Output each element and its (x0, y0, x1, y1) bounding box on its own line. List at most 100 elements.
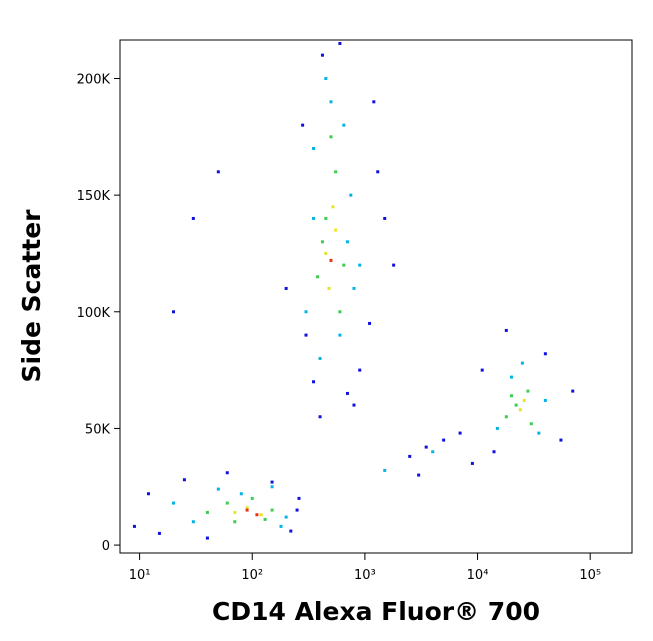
point (520, 361, 524, 365)
point (342, 123, 346, 127)
x-tick-label: 10⁵ (579, 568, 601, 583)
x-tick-label: 10³ (354, 568, 376, 583)
point (312, 216, 316, 220)
point (392, 263, 396, 267)
point (250, 496, 254, 500)
point (349, 193, 353, 197)
point (345, 240, 349, 244)
point (157, 531, 161, 535)
point (529, 422, 533, 426)
point (255, 513, 259, 517)
point (205, 510, 209, 514)
point (301, 123, 305, 127)
x-tick-label: 10¹ (129, 568, 151, 583)
point (514, 403, 518, 407)
point (383, 468, 387, 472)
point (342, 263, 346, 267)
point (338, 310, 342, 314)
point (331, 205, 335, 209)
point (320, 53, 324, 57)
point (318, 356, 322, 360)
point (263, 517, 267, 521)
point (245, 506, 249, 510)
point (408, 454, 412, 458)
point (304, 310, 308, 314)
point (522, 398, 526, 402)
y-tick-label: 50K (85, 422, 111, 437)
point (571, 389, 575, 393)
point (172, 310, 176, 314)
point (284, 515, 288, 519)
point (233, 520, 237, 524)
plot-frame (119, 39, 633, 554)
point (458, 431, 462, 435)
y-tick-label: 200K (77, 72, 111, 87)
y-axis-title: Side Scatter (17, 209, 46, 383)
point (284, 286, 288, 290)
point (518, 408, 522, 412)
point (368, 321, 372, 325)
point (424, 445, 428, 449)
point (345, 391, 349, 395)
point (372, 100, 376, 104)
point (239, 492, 243, 496)
point (543, 352, 547, 356)
point (526, 389, 530, 393)
point (329, 100, 333, 104)
point (352, 403, 356, 407)
point (316, 275, 320, 279)
point (324, 251, 328, 255)
point (504, 328, 508, 332)
point (225, 501, 229, 505)
point (442, 438, 446, 442)
point (132, 524, 136, 528)
point (312, 146, 316, 150)
point (225, 471, 229, 475)
point (509, 394, 513, 398)
point (358, 368, 362, 372)
point (216, 487, 220, 491)
point (270, 485, 274, 489)
point (559, 438, 563, 442)
point (295, 508, 299, 512)
point (318, 415, 322, 419)
point (338, 333, 342, 337)
point (233, 510, 237, 514)
point (245, 508, 249, 512)
y-tick-label: 100K (77, 306, 111, 321)
point (334, 170, 338, 174)
point (509, 375, 513, 379)
x-tick-label: 10⁴ (467, 568, 489, 583)
point (259, 513, 263, 517)
point (470, 461, 474, 465)
point (431, 450, 435, 454)
y-tick-label: 150K (77, 189, 111, 204)
point (495, 426, 499, 430)
point (338, 41, 342, 45)
point (329, 135, 333, 139)
point (383, 216, 387, 220)
point (358, 263, 362, 267)
point (334, 228, 338, 232)
point (376, 170, 380, 174)
point (270, 480, 274, 484)
point (320, 240, 324, 244)
point (543, 398, 547, 402)
point (279, 524, 283, 528)
x-axis-title: CD14 Alexa Fluor® 700 (212, 597, 540, 626)
point (205, 536, 209, 540)
point (216, 170, 220, 174)
point (352, 286, 356, 290)
point (324, 216, 328, 220)
point (304, 333, 308, 337)
point (270, 508, 274, 512)
point (182, 478, 186, 482)
point (480, 368, 484, 372)
point (327, 286, 331, 290)
point (504, 415, 508, 419)
point (312, 380, 316, 384)
point (417, 473, 421, 477)
point (289, 529, 293, 533)
x-tick-label: 10² (241, 568, 263, 583)
